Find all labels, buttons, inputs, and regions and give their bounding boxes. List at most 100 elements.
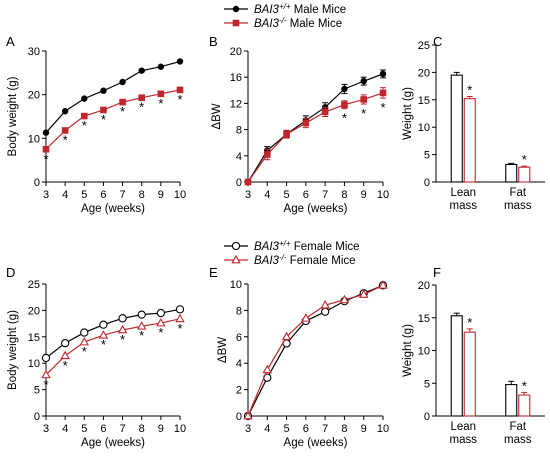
y-axis-label: ΔBW [211,103,223,129]
bar [463,331,476,417]
significance-star: * [139,100,144,115]
series-1 [243,280,388,420]
x-tick-label: 4 [62,189,68,201]
significance-star: * [82,118,87,133]
significance-star: * [139,328,144,343]
y-axis-label: Body weight (g) [7,310,19,390]
y-tick-label: 20 [418,280,430,292]
panel-B: B 0 4 8 12 16 20 3 4 5 6 7 8 9 10 Age (weeks) ΔBW * * * [209,34,389,215]
category-label: Lean [450,421,476,433]
y-tick-label: 5 [424,378,430,390]
x-axis-label: Age (weeks) [81,203,145,215]
data-point [379,89,387,97]
significance-star: * [177,321,182,336]
x-tick-label: 4 [264,423,270,435]
y-tick-label: 5 [34,385,40,397]
data-point [138,67,145,74]
x-tick-label: 7 [120,189,126,201]
legend-genotype: BAI3 [254,255,280,267]
legend-genotype: BAI3 [254,4,280,16]
y-axis-label: Weight (g) [402,87,414,140]
x-tick-label: 6 [100,423,106,435]
series-line [45,318,181,376]
data-point [281,331,292,341]
x-tick-label: 4 [62,423,68,435]
x-tick-label: 8 [341,189,347,201]
panel-letter: A [6,34,15,49]
significance-star: * [342,111,347,126]
data-point [41,369,51,379]
y-tick-label: 25 [28,279,40,291]
data-point [244,178,252,186]
y-tick-label: 10 [418,346,430,358]
y-tick-label: 25 [418,40,430,52]
data-point [175,313,185,323]
significance-star: * [522,378,527,393]
y-tick-label: 20 [28,305,40,317]
data-point [263,151,271,158]
data-point [379,70,387,78]
y-tick-label: 0 [236,177,242,189]
panel-D: D 0 5 10 15 20 25 3 4 5 6 7 8 9 10 Age (weeks) Body weig… [6,265,186,449]
y-axis-label: Body weight (g) [7,76,19,156]
legend-text: Male Mice [287,18,343,30]
data-point [175,305,185,314]
category-label: Fat [509,187,526,199]
legend-marker [231,241,241,251]
panel-A: A 0 10 20 30 3 4 5 6 7 8 9 10 Age (weeks) Body weight … [6,34,186,215]
x-tick-label: 8 [139,423,145,435]
series-0 [243,281,388,421]
bar [463,98,476,183]
x-tick-label: 9 [158,189,164,201]
x-tick-label: 6 [100,189,106,201]
data-point [302,119,310,127]
legend-marker [232,5,240,13]
y-tick-label: 30 [28,46,40,58]
significance-star: * [361,106,366,121]
y-tick-label: 8 [236,125,242,137]
x-tick-label: 4 [264,189,270,201]
data-point [157,63,165,70]
y-axis-label: ΔBW [217,337,229,363]
series-line [247,284,384,417]
x-tick-label: 9 [158,423,164,435]
data-point [321,108,329,116]
data-point [157,90,165,98]
y-tick-label: 4 [236,151,242,163]
y-tick-label: 10 [28,133,40,145]
data-point [341,85,348,93]
x-axis-label: Age (weeks) [284,437,348,449]
legend-genotype-sup: +/+ [279,239,291,248]
series-1 [42,86,184,153]
data-point [262,364,273,374]
y-tick-label: 20 [418,67,430,79]
data-point [176,58,184,65]
legend-label: BAI3-/- Male Mice [254,16,342,30]
significance-star: * [63,358,68,373]
legend-text: Female Mice [287,255,356,267]
series-0 [42,58,184,136]
bar [450,315,463,417]
legend-marker [232,19,240,27]
series-line [247,73,384,183]
series-0 [244,69,387,186]
category-label: mass [504,434,532,446]
category-label: mass [504,200,532,212]
y-tick-label: 6 [236,332,242,344]
x-tick-label: 8 [139,189,145,201]
y-tick-label: 12 [230,98,242,110]
y-tick-label: 20 [28,90,40,102]
data-point [243,410,253,420]
x-tick-label: 9 [361,189,367,201]
significance-star: * [43,151,48,166]
bar [518,166,531,183]
x-tick-label: 7 [322,189,328,201]
y-axis-label: Weight (g) [402,324,414,377]
x-tick-label: 10 [377,423,389,435]
y-tick-label: 10 [230,279,242,291]
data-point [339,294,350,304]
